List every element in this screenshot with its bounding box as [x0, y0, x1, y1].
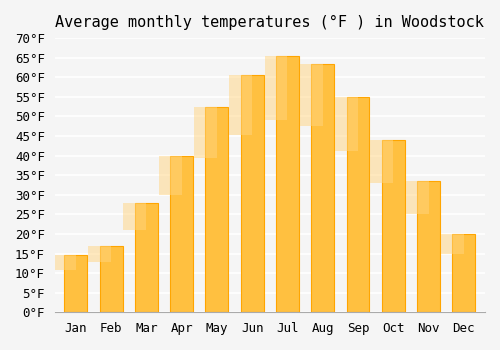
Bar — [346, 97, 370, 312]
Bar — [124, 203, 146, 230]
Bar — [264, 56, 287, 120]
Bar — [64, 256, 88, 312]
Bar — [312, 64, 334, 312]
Bar — [230, 75, 252, 134]
Bar — [441, 234, 464, 253]
Bar — [276, 56, 299, 312]
Bar — [135, 203, 158, 312]
Bar — [382, 140, 405, 312]
Bar — [300, 64, 323, 126]
Bar — [406, 181, 428, 214]
Bar — [417, 181, 440, 312]
Bar — [170, 156, 193, 312]
Bar — [159, 156, 182, 195]
Bar — [88, 246, 111, 262]
Bar — [53, 256, 76, 270]
Bar — [335, 97, 358, 151]
Bar — [100, 246, 122, 312]
Bar — [206, 107, 229, 312]
Title: Average monthly temperatures (°F ) in Woodstock: Average monthly temperatures (°F ) in Wo… — [56, 15, 484, 30]
Bar — [194, 107, 217, 158]
Bar — [241, 75, 264, 312]
Bar — [370, 140, 394, 183]
Bar — [452, 234, 475, 312]
